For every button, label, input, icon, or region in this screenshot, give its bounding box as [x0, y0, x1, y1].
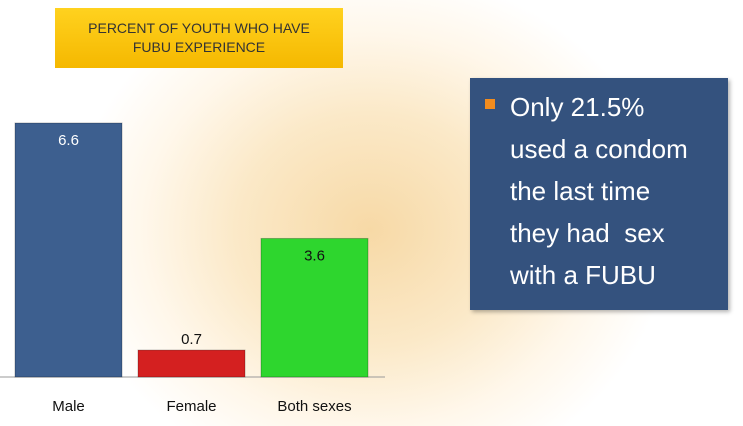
note-line: Only 21.5% [510, 86, 688, 128]
value-label: 0.7 [181, 331, 202, 348]
bar [15, 123, 122, 377]
value-label: 6.6 [58, 132, 79, 149]
note-line: with a FUBU [510, 254, 688, 296]
x-tick-label: Female [166, 398, 216, 415]
slide: 6.6 Male 0.7 Female 3.6 Both sexes PERCENT OF… [0, 0, 743, 426]
x-tick-label: Both sexes [277, 398, 351, 415]
bar [138, 350, 245, 377]
title-box: PERCENT OF YOUTH WHO HAVE FUBU EXPERIENC… [55, 8, 343, 68]
note-line: used a condom [510, 128, 688, 170]
x-tick-label: Male [52, 398, 85, 415]
note-line: the last time [510, 170, 688, 212]
chart-title: PERCENT OF YOUTH WHO HAVE FUBU EXPERIENC… [74, 19, 324, 57]
note-line: they had sex [510, 212, 688, 254]
value-label: 3.6 [304, 247, 325, 264]
bullet [485, 99, 495, 109]
